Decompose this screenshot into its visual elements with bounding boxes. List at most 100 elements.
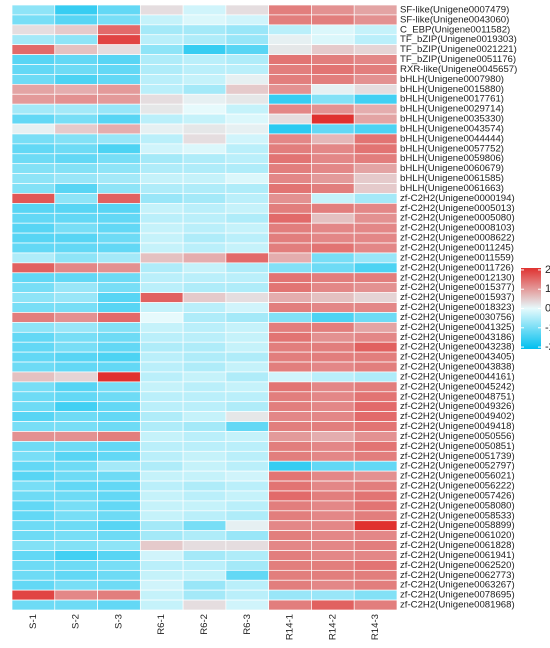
heatmap-cell bbox=[268, 242, 312, 254]
heatmap-cell bbox=[54, 292, 98, 303]
heatmap-cell bbox=[311, 222, 355, 234]
heatmap-cell bbox=[225, 282, 270, 293]
heatmap-cell bbox=[268, 510, 312, 522]
heatmap-cell bbox=[225, 64, 270, 75]
heatmap-cell bbox=[353, 252, 398, 264]
row-label: zf-C2H2(Unigene0058899) bbox=[400, 520, 515, 531]
heatmap-cell bbox=[11, 599, 56, 611]
heatmap-cell bbox=[182, 44, 227, 55]
heatmap-cell bbox=[97, 103, 141, 115]
heatmap-cell bbox=[54, 93, 98, 105]
heatmap-cell bbox=[182, 599, 227, 611]
heatmap-cell bbox=[353, 133, 398, 145]
heatmap-cell bbox=[54, 579, 98, 591]
heatmap-cell bbox=[139, 381, 184, 393]
heatmap-cell bbox=[11, 14, 56, 26]
heatmap-cell bbox=[225, 490, 270, 502]
heatmap-cell bbox=[139, 193, 184, 204]
heatmap-cell bbox=[139, 351, 184, 363]
heatmap-cell bbox=[311, 123, 355, 135]
heatmap-cell bbox=[268, 589, 312, 601]
heatmap-cell bbox=[54, 341, 98, 353]
row-label: C_EBP(Unigene0011582) bbox=[400, 24, 510, 35]
heatmap-cell bbox=[311, 4, 355, 16]
heatmap-cell bbox=[54, 103, 98, 115]
heatmap-cell bbox=[54, 64, 98, 75]
heatmap-cell bbox=[311, 480, 355, 492]
heatmap-cell bbox=[54, 133, 98, 145]
heatmap-cell bbox=[311, 421, 355, 432]
heatmap-cell bbox=[139, 550, 184, 561]
heatmap-cell bbox=[225, 83, 270, 95]
heatmap-cell bbox=[311, 292, 355, 303]
heatmap-cell bbox=[97, 203, 141, 214]
heatmap-cell bbox=[353, 569, 398, 581]
heatmap-cell bbox=[11, 371, 56, 383]
heatmap-cell bbox=[353, 391, 398, 403]
heatmap-cell bbox=[11, 450, 56, 462]
heatmap-cell bbox=[97, 312, 141, 323]
heatmap-cell bbox=[311, 183, 355, 194]
heatmap-cell bbox=[225, 173, 270, 184]
heatmap-cell bbox=[54, 123, 98, 135]
heatmap-cell bbox=[139, 203, 184, 214]
heatmap-cell bbox=[353, 312, 398, 323]
heatmap-cell bbox=[182, 569, 227, 581]
heatmap-cell bbox=[54, 153, 98, 165]
heatmap-cell bbox=[311, 163, 355, 174]
heatmap-cell bbox=[139, 133, 184, 145]
heatmap-cell bbox=[182, 550, 227, 561]
heatmap-cell bbox=[97, 24, 141, 36]
heatmap-cell bbox=[11, 252, 56, 264]
heatmap-cell bbox=[97, 401, 141, 412]
heatmap-cell bbox=[268, 212, 312, 224]
heatmap-cell bbox=[11, 361, 56, 373]
heatmap-cell bbox=[139, 470, 184, 482]
heatmap-cell bbox=[268, 520, 312, 532]
heatmap-cell bbox=[97, 579, 141, 591]
heatmap-cell bbox=[225, 421, 270, 432]
heatmap-cell bbox=[11, 173, 56, 184]
heatmap-cell bbox=[11, 331, 56, 343]
heatmap-cell bbox=[54, 113, 98, 125]
heatmap-cell bbox=[97, 500, 141, 512]
heatmap-cell bbox=[353, 510, 398, 522]
row-label: zf-C2H2(Unigene0011726) bbox=[400, 262, 514, 273]
heatmap-cell bbox=[11, 113, 56, 125]
heatmap-cell bbox=[182, 431, 227, 442]
heatmap-cell bbox=[97, 272, 141, 284]
row-label: zf-C2H2(Unigene0044161) bbox=[400, 371, 515, 382]
heatmap-cell bbox=[268, 530, 312, 541]
heatmap-cell bbox=[54, 183, 98, 194]
heatmap-cell bbox=[182, 480, 227, 492]
heatmap-cell bbox=[353, 153, 398, 165]
row-label: zf-C2H2(Unigene0056021) bbox=[400, 471, 515, 482]
heatmap-cell bbox=[182, 381, 227, 393]
heatmap-cell bbox=[225, 183, 270, 194]
heatmap-cells bbox=[11, 4, 398, 611]
heatmap-cell bbox=[54, 520, 98, 532]
heatmap-cell bbox=[11, 4, 56, 16]
row-label: TF_bZIP(Unigene0051176) bbox=[400, 54, 516, 65]
heatmap-cell bbox=[97, 331, 141, 343]
heatmap-cell bbox=[182, 83, 227, 95]
heatmap-cell bbox=[268, 411, 312, 422]
heatmap-cell bbox=[311, 530, 355, 541]
heatmap-cell bbox=[225, 24, 270, 36]
heatmap-cell bbox=[139, 540, 184, 551]
legend-tick-label: 2 bbox=[545, 264, 550, 276]
row-label: TF_bZIP(Unigene0021221) bbox=[400, 44, 517, 55]
heatmap-cell bbox=[139, 282, 184, 293]
heatmap-cell bbox=[225, 143, 270, 155]
heatmap-cell bbox=[182, 64, 227, 75]
heatmap-cell bbox=[353, 341, 398, 353]
heatmap-cell bbox=[268, 500, 312, 512]
heatmap-cell bbox=[11, 560, 56, 571]
heatmap-cell bbox=[54, 222, 98, 234]
row-label: zf-C2H2(Unigene0061941) bbox=[400, 550, 515, 561]
heatmap-cell bbox=[353, 490, 398, 502]
heatmap-cell bbox=[353, 560, 398, 571]
heatmap-cell bbox=[139, 480, 184, 492]
heatmap-cell bbox=[353, 163, 398, 174]
heatmap-cell bbox=[11, 262, 56, 274]
